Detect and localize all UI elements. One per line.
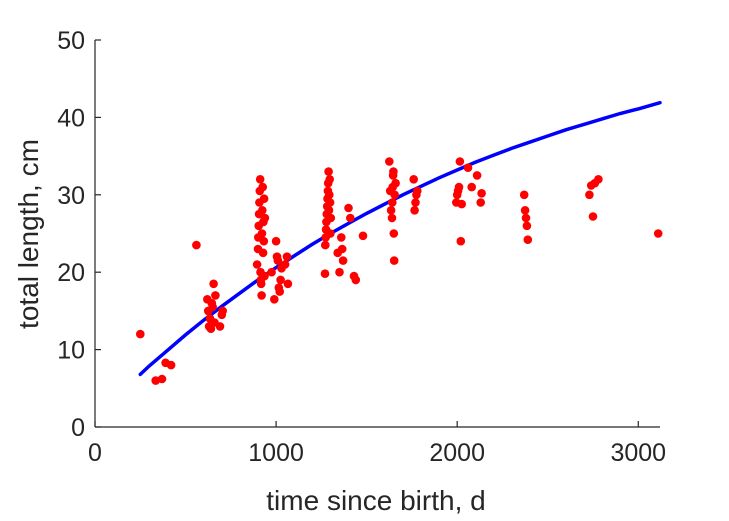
x-tick-label: 2000 bbox=[429, 439, 485, 467]
data-point bbox=[166, 360, 176, 370]
data-point bbox=[325, 175, 335, 184]
axes: 0 1000 2000 3000 0 10 20 30 40 50 bbox=[57, 27, 666, 467]
data-point bbox=[192, 240, 201, 250]
y-tick-label: 20 bbox=[57, 259, 85, 287]
y-tick-label: 40 bbox=[57, 104, 85, 132]
y-axis-label: total length, cm bbox=[13, 139, 44, 329]
data-point bbox=[258, 206, 267, 215]
data-point bbox=[260, 271, 269, 281]
data-point bbox=[215, 322, 225, 331]
y-tick-label: 30 bbox=[57, 182, 85, 210]
data-point bbox=[456, 236, 466, 246]
data-point bbox=[280, 260, 290, 269]
data-point bbox=[454, 182, 464, 192]
data-point bbox=[282, 252, 292, 261]
data-point bbox=[413, 186, 422, 196]
data-point bbox=[519, 190, 529, 200]
data-point bbox=[157, 374, 167, 384]
data-point bbox=[390, 190, 400, 200]
data-point bbox=[211, 291, 220, 300]
data-point bbox=[391, 178, 400, 188]
data-point bbox=[476, 198, 486, 207]
data-point bbox=[271, 236, 281, 246]
data-point bbox=[256, 279, 266, 289]
x-tick-label: 1000 bbox=[248, 439, 304, 467]
data-point bbox=[594, 175, 603, 184]
data-point bbox=[467, 182, 477, 192]
data-point bbox=[387, 213, 397, 223]
data-point bbox=[455, 157, 465, 166]
data-point bbox=[258, 182, 268, 192]
x-tick-label: 0 bbox=[88, 439, 102, 467]
data-point bbox=[252, 260, 262, 269]
data-point bbox=[338, 256, 348, 265]
data-point bbox=[588, 212, 598, 221]
data-point bbox=[259, 194, 269, 203]
data-point bbox=[457, 199, 467, 209]
data-point bbox=[351, 275, 361, 285]
y-tick-label: 50 bbox=[57, 27, 85, 55]
data-point bbox=[325, 190, 334, 200]
data-point bbox=[325, 198, 335, 207]
data-point bbox=[257, 291, 266, 300]
data-point bbox=[259, 236, 269, 246]
data-point bbox=[260, 213, 270, 223]
data-point bbox=[267, 267, 276, 277]
data-point bbox=[255, 175, 265, 184]
data-point bbox=[520, 206, 530, 215]
data-point bbox=[358, 231, 368, 241]
data-point bbox=[653, 229, 663, 238]
y-tick-label: 0 bbox=[71, 414, 85, 442]
data-point bbox=[410, 206, 419, 215]
data-point bbox=[208, 302, 217, 312]
data-point bbox=[136, 329, 145, 339]
data-point bbox=[337, 244, 347, 254]
data-point bbox=[346, 213, 355, 223]
data-point bbox=[472, 171, 482, 180]
data-point bbox=[337, 233, 346, 242]
data-point bbox=[385, 157, 394, 166]
data-point bbox=[389, 229, 399, 238]
data-point bbox=[258, 248, 268, 258]
data-point bbox=[206, 324, 216, 334]
data-point bbox=[386, 206, 396, 215]
y-tick-label: 10 bbox=[57, 337, 85, 365]
data-point bbox=[344, 203, 353, 213]
data-point bbox=[320, 269, 330, 279]
data-point bbox=[270, 295, 279, 304]
data-point bbox=[523, 235, 533, 244]
data-point bbox=[283, 279, 293, 289]
data-point bbox=[324, 206, 334, 215]
data-point bbox=[218, 306, 227, 316]
data-point bbox=[388, 198, 397, 207]
data-point bbox=[463, 163, 473, 172]
x-tick-label: 3000 bbox=[610, 439, 666, 467]
plot-area bbox=[136, 100, 663, 385]
data-point bbox=[521, 213, 531, 223]
data-point bbox=[389, 256, 399, 265]
data-point bbox=[324, 167, 333, 176]
data-point bbox=[257, 229, 267, 238]
data-point bbox=[275, 287, 285, 296]
data-point bbox=[326, 213, 336, 223]
data-point bbox=[321, 240, 330, 250]
x-axis-label: time since birth, d bbox=[266, 485, 485, 516]
data-point bbox=[477, 189, 486, 198]
data-point bbox=[389, 167, 398, 176]
data-point bbox=[411, 198, 420, 207]
data-point bbox=[585, 190, 594, 200]
fit-curve bbox=[138, 100, 662, 377]
data-point bbox=[409, 175, 419, 184]
data-point bbox=[522, 221, 532, 231]
data-point bbox=[276, 275, 285, 285]
data-point bbox=[326, 229, 335, 238]
data-point bbox=[273, 256, 283, 265]
data-point bbox=[335, 267, 344, 277]
data-point bbox=[209, 279, 218, 289]
